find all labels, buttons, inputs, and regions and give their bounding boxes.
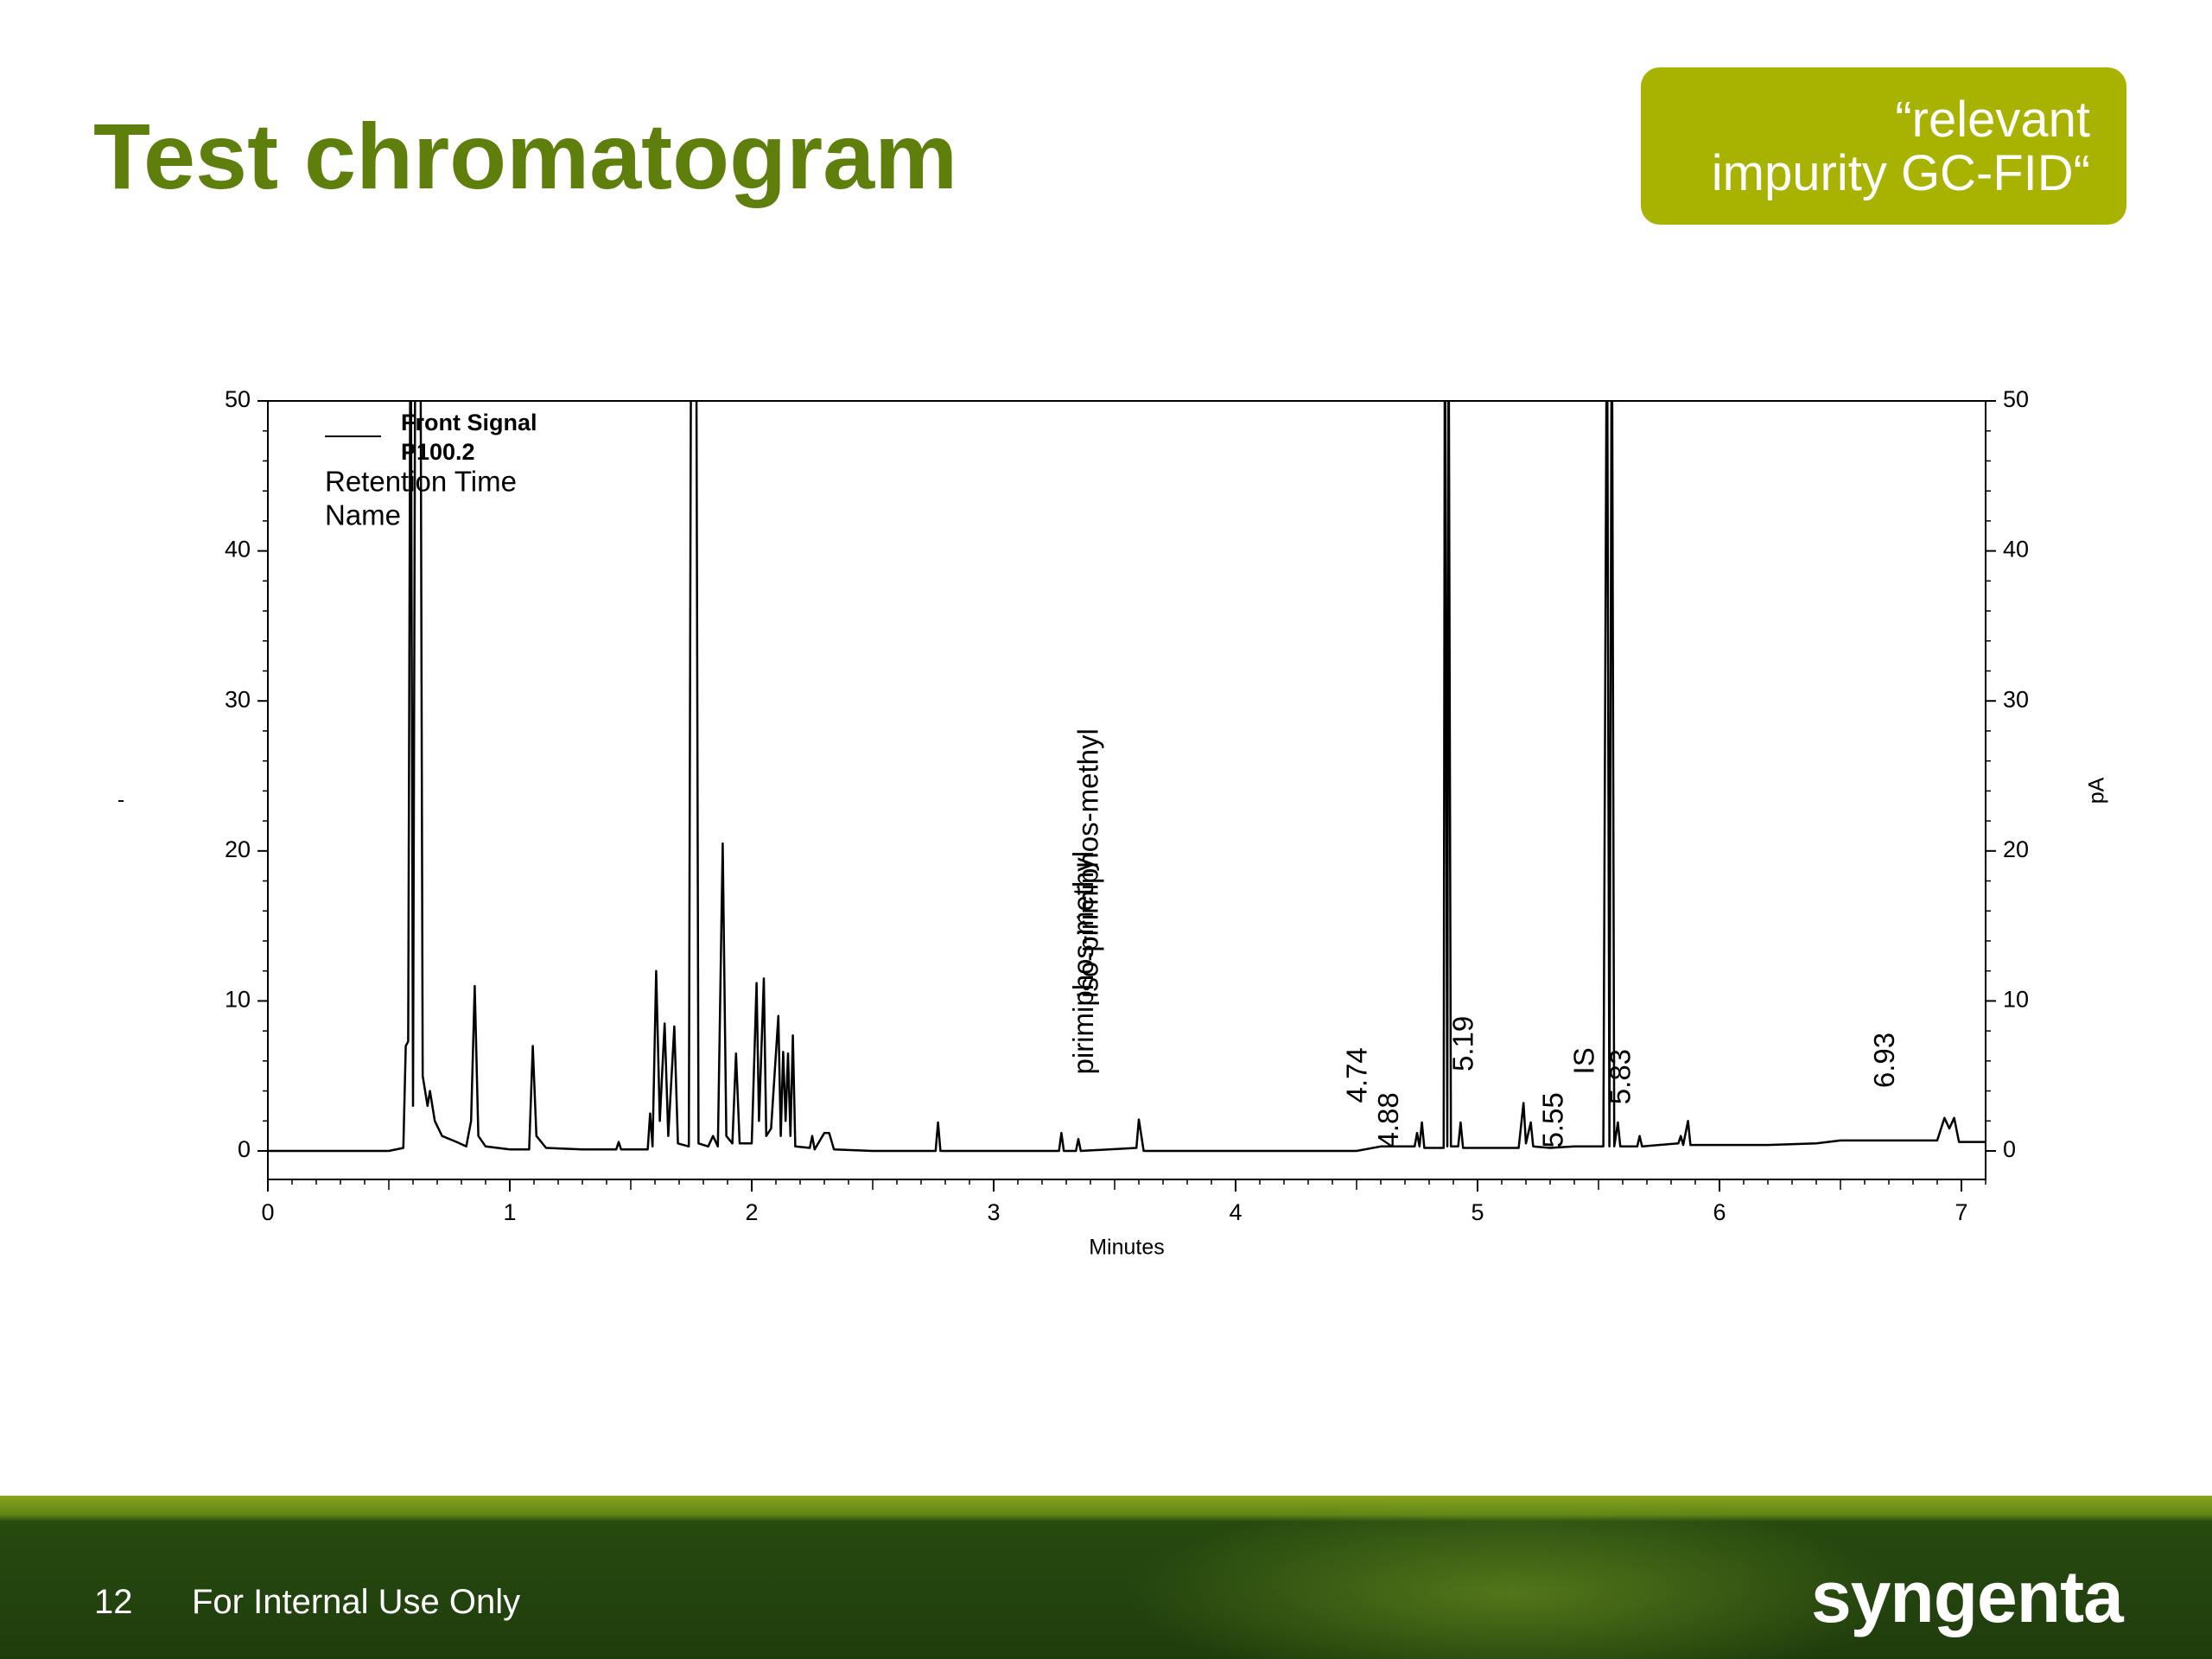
y-tick-label: 10	[225, 987, 251, 1013]
x-tick-label: 6	[1713, 1199, 1726, 1225]
legend-extra: Retention Time	[325, 466, 517, 498]
x-tick-label: 5	[1471, 1199, 1484, 1225]
peak-label: 6.93	[1868, 1033, 1900, 1088]
y2-tick-label: 50	[2003, 386, 2029, 412]
y-tick-label: 20	[225, 836, 251, 862]
peak-label: 4.74	[1341, 1047, 1373, 1103]
y2-axis-label: pA	[2085, 777, 2109, 804]
plot-frame	[267, 400, 1986, 1180]
y-tick-label: 40	[225, 537, 251, 563]
y2-tick-label: 0	[2003, 1136, 2016, 1162]
footer-note: For Internal Use Only	[192, 1583, 521, 1621]
page-number: 12	[94, 1583, 133, 1621]
signal-line	[268, 401, 1986, 1153]
logo: syngenta	[1811, 1556, 2124, 1637]
y2-tick-label: 20	[2003, 836, 2029, 862]
peak-label: 4.88	[1372, 1092, 1404, 1147]
peak-label: pirimiphos-methyl	[1067, 851, 1099, 1075]
y-axis-label: -	[118, 788, 124, 812]
y2-tick-label: 10	[2003, 987, 2029, 1013]
footer	[0, 1496, 2212, 1659]
x-axis-label: Minutes	[1089, 1236, 1165, 1260]
x-tick-label: 7	[1955, 1199, 1967, 1225]
y-tick-label: 50	[225, 386, 251, 412]
footer-glow	[1123, 1496, 1901, 1659]
x-tick-label: 0	[261, 1199, 274, 1225]
x-tick-label: 2	[745, 1199, 758, 1225]
legend-extra: Name	[325, 499, 401, 531]
x-tick-label: 1	[503, 1199, 516, 1225]
y-tick-label: 30	[225, 686, 251, 712]
peak-label: 5.55	[1536, 1092, 1568, 1147]
x-tick-label: 4	[1229, 1199, 1242, 1225]
chart: 0 10 20 30 40 50 0 10 20 30 40 50 0 1 2 3 4 5 6 7 Minutes - pA…	[118, 386, 2109, 1260]
peak-label: 5.83	[1605, 1049, 1637, 1104]
y-tick-label: 0	[238, 1136, 251, 1162]
x-tick-label: 3	[987, 1199, 1000, 1225]
peak-label: IS	[1568, 1047, 1600, 1074]
slide-title: Test chromatogram	[93, 104, 958, 208]
peak-label: iso-pirimiphos-methyl	[1072, 728, 1104, 998]
legend-label: Front Signal P100.2	[401, 410, 537, 465]
badge: “relevant impurity GC-FID“	[1641, 67, 2126, 225]
peak-label: 5.19	[1447, 1016, 1479, 1071]
y2-tick-label: 40	[2003, 537, 2029, 563]
y2-tick-label: 30	[2003, 686, 2029, 712]
